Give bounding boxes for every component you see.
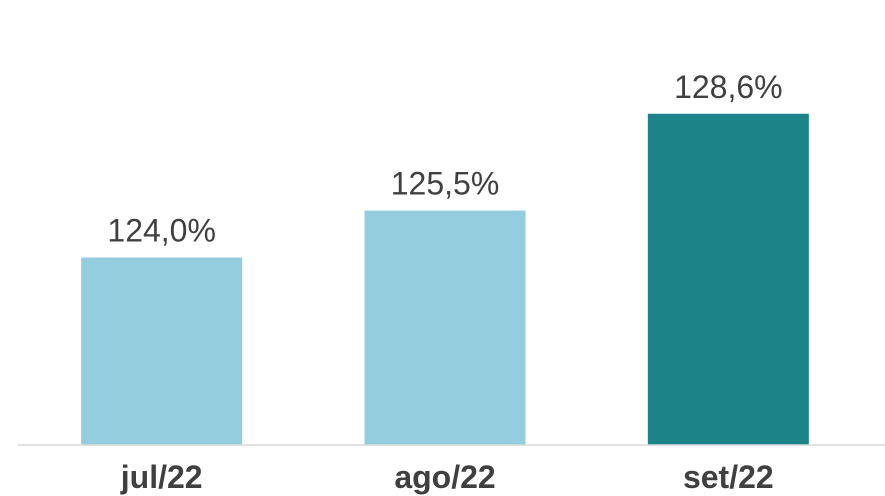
value-labels-group: 124,0% 125,5% 128,6% — [107, 69, 782, 249]
bars-group — [81, 113, 809, 445]
category-label-jul-22: jul/22 — [120, 459, 203, 495]
value-label-jul-22: 124,0% — [107, 213, 216, 249]
category-labels-group: jul/22 ago/22 set/22 — [120, 459, 774, 495]
value-label-set-22: 128,6% — [674, 69, 783, 105]
bar-set-22 — [647, 113, 809, 445]
value-label-ago-22: 125,5% — [391, 166, 500, 202]
category-label-ago-22: ago/22 — [394, 459, 495, 495]
bar-jul-22 — [81, 257, 243, 445]
category-label-set-22: set/22 — [683, 459, 774, 495]
bar-ago-22 — [364, 210, 526, 445]
